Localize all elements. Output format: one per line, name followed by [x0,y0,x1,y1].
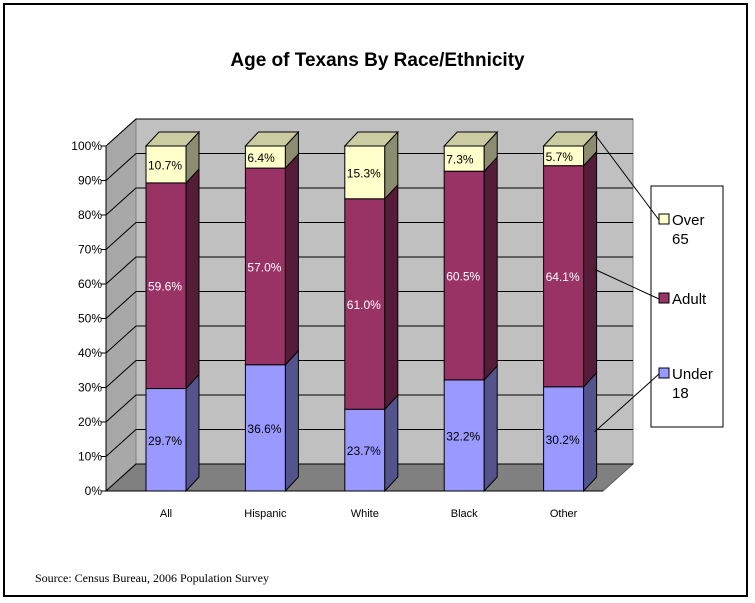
bar-segment [344,408,386,492]
bar-top [443,131,499,147]
data-label: 29.7% [148,434,182,448]
data-label: 32.2% [446,429,480,443]
y-tick-label: 80% [78,208,102,222]
x-tick-label: White [351,508,379,520]
bar-stack: 32.2% 60.5% 7.3% [443,130,499,493]
y-tick-label: 50% [78,312,102,326]
y-tick-label: 0% [85,484,103,498]
data-label: 60.5% [446,270,480,284]
bar-segment-side [483,155,498,382]
bar-top [343,131,399,147]
data-label: 64.1% [546,270,580,284]
legend-label: Adult [672,291,707,308]
legend-leader-line [594,133,660,221]
bar-top [144,131,201,147]
y-tick-label: 90% [78,174,102,188]
y-tick-label: 30% [78,381,102,395]
bar-segment-side [185,373,200,493]
data-label: 7.3% [446,153,474,167]
data-label: 57.0% [247,260,281,274]
legend-label: Under [672,366,713,383]
bar-segment-side [284,349,299,493]
legend-label: 65 [672,231,689,248]
bar-stack: 36.6% 57.0% 6.4% [244,130,300,493]
bar-segment [543,386,585,492]
data-label: 6.4% [247,151,275,165]
bar-stack: 23.7% 61.0% 15.3% [343,130,399,493]
data-label: 5.7% [546,150,574,164]
bar-segment [344,198,386,410]
data-label: 30.2% [546,433,580,447]
bar-top [244,131,300,147]
data-label: 10.7% [148,158,182,172]
source-note: Source: Census Bureau, 2006 Population S… [35,571,269,585]
bar-stack: 30.2% 64.1% 5.7% [542,130,598,493]
data-label: 36.6% [247,422,281,436]
y-tick-label: 100% [71,139,102,153]
y-tick-label: 70% [78,243,102,257]
legend-box [650,185,724,428]
y-tick-label: 40% [78,346,102,360]
y-tick-label: 10% [78,450,102,464]
bar-segment-side [483,364,498,493]
bar-segment-side [284,152,299,367]
legend-swatch [658,367,670,379]
bar-stack: 29.7% 59.6% 10.7% [144,130,201,493]
legend-swatch [658,213,670,225]
data-label: 61.0% [347,298,381,312]
bar-top [542,131,598,147]
data-label: 59.6% [148,280,182,294]
chart-title: Age of Texans By Race/Ethnicity [230,50,525,71]
bar-segment-side [384,393,399,493]
legend-leader-line [594,268,660,300]
legend-label: Over [672,212,705,229]
y-tick-label: 60% [78,277,102,291]
data-label: 23.7% [347,444,381,458]
bar-segment [344,145,386,200]
legend-label: 18 [672,385,689,402]
data-label: 15.3% [347,166,381,180]
x-tick-label: Black [451,508,478,520]
x-tick-label: All [160,508,172,520]
x-tick-label: Other [550,508,578,520]
y-tick-label: 20% [78,415,102,429]
legend-swatch [658,292,670,304]
bar-segment [145,388,187,492]
bar-segment-side [384,183,399,411]
x-tick-label: Hispanic [244,508,287,520]
gridline [105,118,633,147]
bar-segment-side [185,167,200,390]
bar-segment [443,170,485,381]
legend-leader-line [594,373,660,433]
